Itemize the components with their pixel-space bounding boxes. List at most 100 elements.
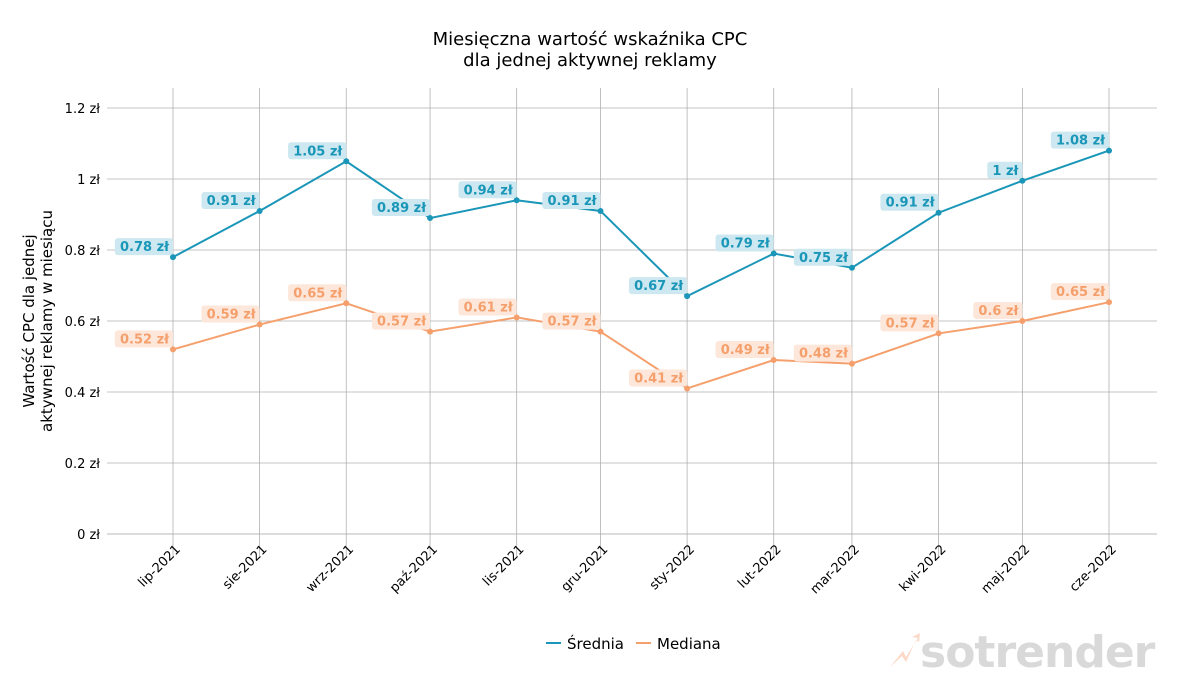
y-tick-label: 0.2 zł [65,457,101,472]
svg-text:0.91 zł: 0.91 zł [547,194,597,209]
data-label: 0.61 zł [458,298,517,316]
data-label: 0.57 zł [542,312,601,330]
trend-arrow-icon [890,633,920,667]
data-label-bg [628,369,688,387]
svg-text:0.91 zł: 0.91 zł [886,196,936,211]
data-label-bg [1050,283,1109,301]
data-point[interactable] [1106,147,1112,154]
data-point[interactable] [343,300,350,307]
svg-text:0.6 zł: 0.6 zł [978,304,1019,319]
y-tick-label: 0.8 zł [65,244,101,259]
data-label-bg [371,199,431,217]
data-label-bg [371,312,431,330]
legend-label-srednia: Średnia [567,634,624,653]
data-label-bg [973,302,1023,319]
data-point[interactable] [848,264,855,271]
legend: Średnia Mediana [546,634,721,653]
data-label: 1 zł [987,161,1023,179]
svg-text:0.57 zł: 0.57 zł [547,315,597,330]
data-label-bg [458,181,517,199]
data-label-bg [715,341,774,359]
x-axis-ticks: lip-2021 sie-2021 wrz-2021 paź-2021 lis-2021… [136,542,1120,597]
chart-title-line-1: Miesięczna wartość wskaźnika CPC [433,29,748,50]
x-tick-label: gru-2021 [559,542,612,595]
svg-text:1.05 zł: 1.05 zł [293,144,343,159]
x-tick-label: kwi-2022 [897,542,950,595]
data-point[interactable] [1106,299,1112,306]
svg-text:0.91 zł: 0.91 zł [207,194,257,209]
data-label-bg [114,238,173,256]
svg-text:1.08 zł: 1.08 zł [1056,134,1106,149]
data-label-bg [288,142,347,160]
data-point[interactable] [256,321,263,328]
data-point[interactable] [513,197,520,204]
data-point[interactable] [770,250,777,257]
svg-text:0.41 zł: 0.41 zł [634,371,684,386]
data-label: 0.65 zł [1050,283,1109,301]
x-tick-label: paź-2021 [387,542,441,596]
data-point[interactable] [1019,177,1026,184]
data-point[interactable] [427,215,434,222]
series-line-srednia [172,149,1110,298]
data-point[interactable] [848,360,855,367]
x-tick-label: maj-2022 [979,542,1033,596]
y-tick-label: 1.2 zł [65,102,101,117]
data-label: 0.49 zł [715,341,774,359]
y-axis-label: Wartość CPC dla jednej aktywnej reklamy … [20,210,56,432]
data-point[interactable] [935,330,942,337]
x-tick-label: lut-2022 [735,542,784,591]
data-point[interactable] [597,328,604,335]
y-axis-label-line-2: aktywnej reklamy w miesiącu [38,210,56,432]
svg-text:0.75 zł: 0.75 zł [799,251,849,266]
chart-title-line-2: dla jednej aktywnej reklamy [463,50,717,71]
data-point[interactable] [935,209,942,216]
chart-title: Miesięczna wartość wskaźnika CPC dla jed… [433,29,748,71]
data-label-bg [201,305,260,323]
svg-text:1 zł: 1 zł [992,164,1019,179]
legend-item-mediana[interactable]: Mediana [636,635,721,653]
data-point[interactable] [597,207,604,214]
data-point[interactable] [1019,318,1026,324]
x-tick-label: lis-2021 [480,542,527,589]
x-tick-label: sty-2022 [647,542,698,593]
data-label: 0.75 zł [793,248,852,266]
data-point[interactable] [513,314,520,321]
svg-text:0.52 zł: 0.52 zł [120,332,170,347]
y-tick-label: 0.6 zł [65,315,101,330]
series [170,147,1112,392]
data-point[interactable] [343,158,350,165]
svg-text:0.59 zł: 0.59 zł [207,308,257,323]
data-point[interactable] [170,254,176,261]
data-point[interactable] [770,357,777,364]
data-point[interactable] [427,328,434,335]
data-label: 0.94 zł [458,181,517,199]
data-label-bg [987,161,1023,179]
y-axis-ticks: 0 zł 0.2 zł 0.4 zł 0.6 zł 0.8 zł 1 zł 1.2 zł [65,102,101,543]
data-label: 1.05 zł [288,142,347,160]
data-label: 0.91 zł [880,193,939,211]
data-point[interactable] [684,293,691,300]
data-label-bg [628,277,688,295]
data-label: 0.65 zł [288,284,347,302]
data-point[interactable] [170,346,176,353]
x-tick-label: cze-2022 [1067,542,1120,595]
svg-text:0.65 zł: 0.65 zł [1056,285,1106,300]
y-tick-label: 0.4 zł [65,386,101,401]
data-label: 0.79 zł [715,234,774,252]
svg-text:0.89 zł: 0.89 zł [377,201,427,216]
data-label: 0.89 zł [371,199,431,217]
svg-text:0.65 zł: 0.65 zł [293,286,343,301]
data-label-bg [880,193,939,211]
data-label: 0.91 zł [201,191,260,209]
y-axis-label-line-1: Wartość CPC dla jednej [20,234,38,407]
legend-item-srednia[interactable]: Średnia [546,634,624,653]
watermark-text: sotrender [920,627,1156,678]
svg-text:0.57 zł: 0.57 zł [377,315,427,330]
data-point[interactable] [256,207,263,214]
data-label: 0.91 zł [542,191,601,209]
data-label-bg [880,314,939,332]
data-label-bg [542,312,601,330]
data-point[interactable] [684,385,691,392]
y-tick-label: 1 zł [77,173,100,188]
